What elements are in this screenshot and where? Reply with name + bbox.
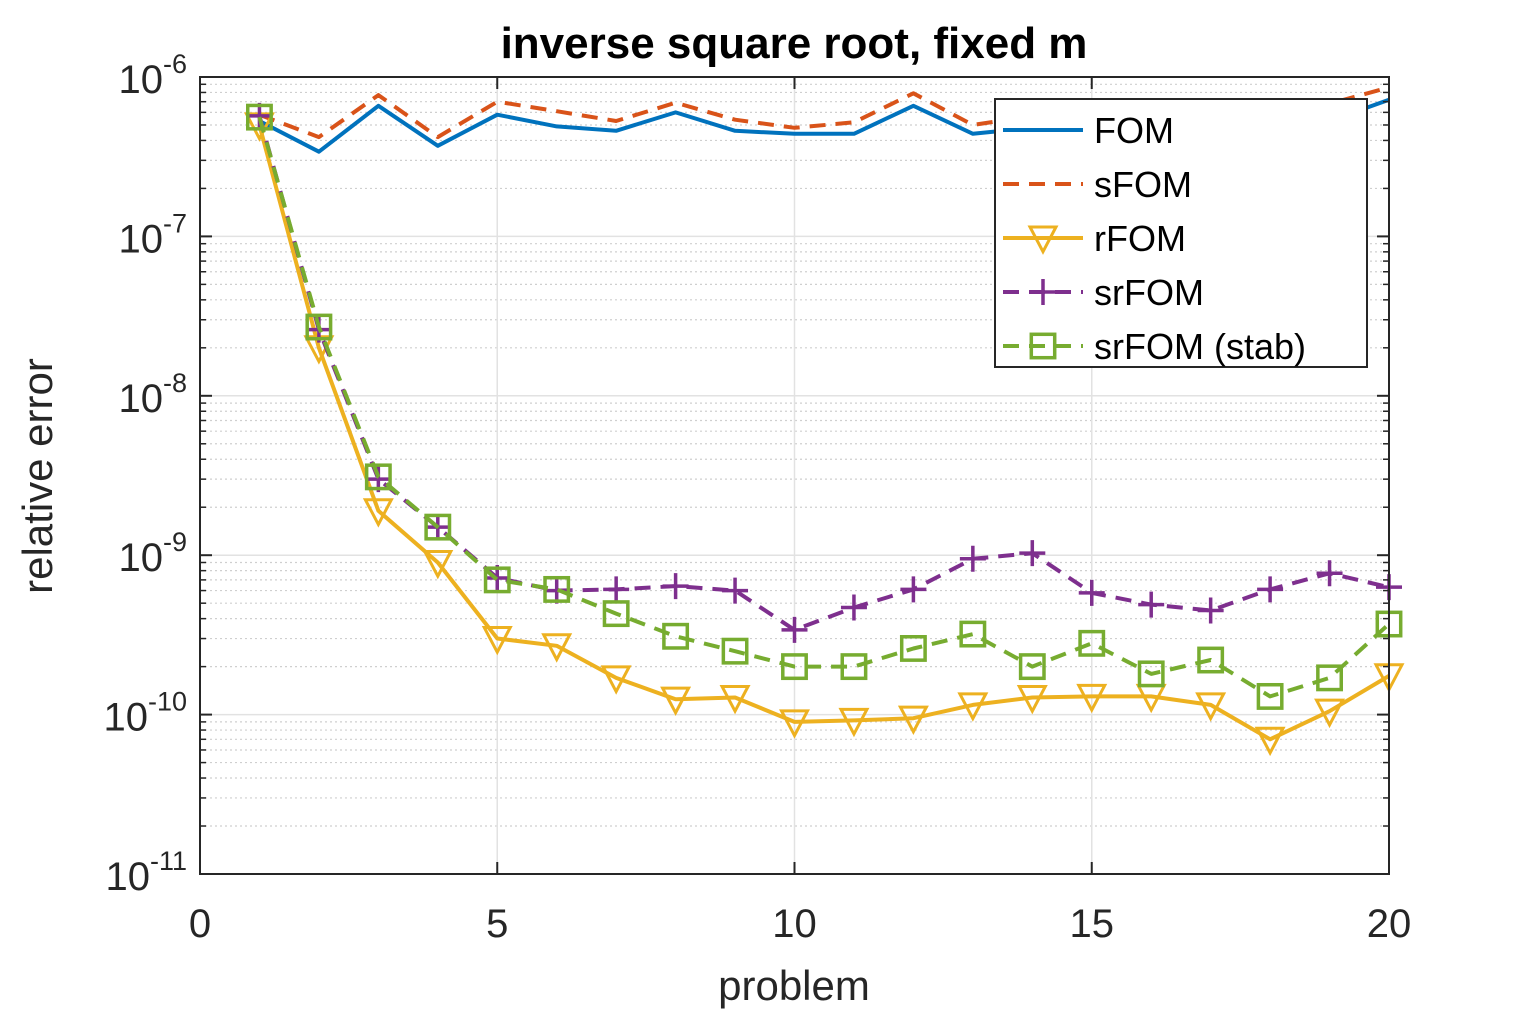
marker-triangle [1314, 698, 1346, 729]
marker-plus [1316, 560, 1343, 587]
legend-label: sFOM [1094, 164, 1192, 205]
y-tick-labels: 10-11 10-10 10-9 10-8 10-7 10-6 [103, 49, 187, 899]
series-line [257, 124, 1391, 742]
marker-square [602, 600, 630, 628]
marker-square [662, 622, 690, 650]
marker-plus [900, 576, 927, 603]
marker-plus [840, 594, 867, 621]
legend-entry: FOM [1003, 110, 1174, 151]
marker-triangle [1076, 683, 1108, 714]
marker-square [1197, 646, 1225, 674]
legend-entry: srFOM [1003, 272, 1204, 313]
y-tick-label: 10-6 [118, 49, 187, 102]
legend-label: srFOM [1094, 272, 1204, 313]
y-tick-label: 10-9 [118, 527, 187, 580]
y-tick-label: 10-10 [103, 687, 187, 740]
marker-triangle [541, 633, 573, 663]
marker-square [721, 637, 749, 665]
y-tick-label: 10-7 [118, 208, 187, 261]
marker-triangle [660, 686, 692, 717]
legend-label: srFOM (stab) [1094, 326, 1306, 367]
marker-triangle [779, 709, 810, 739]
marker-square [899, 635, 927, 662]
marker-triangle [1016, 684, 1048, 715]
legend-entry: rFOM [1003, 218, 1186, 259]
marker-square [1078, 629, 1106, 657]
x-tick-label: 10 [772, 902, 817, 946]
marker-plus [781, 616, 808, 643]
marker-triangle [362, 498, 394, 528]
marker-square [424, 513, 452, 541]
series-srfom-stab [246, 103, 1403, 710]
marker-plus [1197, 597, 1224, 624]
marker-square [246, 103, 273, 131]
marker-triangle [957, 692, 989, 722]
marker-square [1316, 664, 1343, 692]
marker-triangle [600, 665, 632, 695]
y-tick-label: 10-11 [105, 846, 187, 899]
legend-box [994, 98, 1368, 368]
marker-square [543, 575, 571, 603]
y-axis-label: relative error [14, 358, 61, 594]
marker-triangle [1254, 726, 1286, 757]
marker-triangle [719, 684, 751, 715]
series-sfom [258, 85, 1390, 140]
marker-plus [1078, 579, 1105, 606]
marker-plus [1138, 591, 1165, 618]
marker-plus [1030, 279, 1056, 305]
legend-label: rFOM [1094, 218, 1186, 259]
marker-plus [1019, 540, 1046, 567]
series-layer [243, 85, 1405, 757]
marker-triangle [897, 705, 929, 736]
x-tick-label: 20 [1367, 902, 1412, 946]
axis-ticks [199, 76, 1390, 875]
legend-entry: srFOM (stab) [1003, 326, 1306, 367]
x-tick-label: 5 [486, 902, 508, 946]
marker-triangle [1027, 225, 1059, 255]
chart-title: inverse square root, fixed m [501, 19, 1088, 68]
marker-square [305, 313, 333, 341]
marker-square [364, 463, 392, 491]
marker-square [840, 653, 868, 681]
marker-square [1029, 332, 1057, 360]
marker-square [1018, 653, 1046, 681]
marker-plus [603, 576, 630, 603]
marker-square [1256, 682, 1284, 710]
marker-triangle [422, 549, 454, 580]
legend-label: FOM [1094, 110, 1174, 151]
marker-triangle [1195, 692, 1227, 722]
series-line [257, 116, 1391, 699]
x-tick-labels: 0 5 10 15 20 [189, 902, 1411, 946]
marker-square [483, 566, 511, 594]
marker-triangle [838, 707, 870, 738]
x-axis-label: problem [718, 962, 870, 1009]
x-tick-label: 0 [189, 902, 211, 946]
marker-plus [959, 545, 986, 572]
marker-square [959, 620, 987, 648]
marker-plus [722, 577, 749, 604]
series-line [258, 85, 1390, 140]
x-tick-label: 15 [1070, 902, 1115, 946]
series-rfom [243, 112, 1405, 757]
marker-plus [543, 577, 570, 604]
marker-plus [1257, 576, 1284, 603]
legend-entry: sFOM [1003, 164, 1192, 205]
marker-square [1137, 660, 1165, 688]
marker-square [781, 653, 808, 681]
legend: FOM sFOM rFOM srFOM srFOM (stab) [994, 98, 1368, 368]
marker-plus [662, 573, 689, 600]
y-tick-label: 10-8 [118, 368, 187, 421]
marker-triangle [481, 625, 513, 656]
